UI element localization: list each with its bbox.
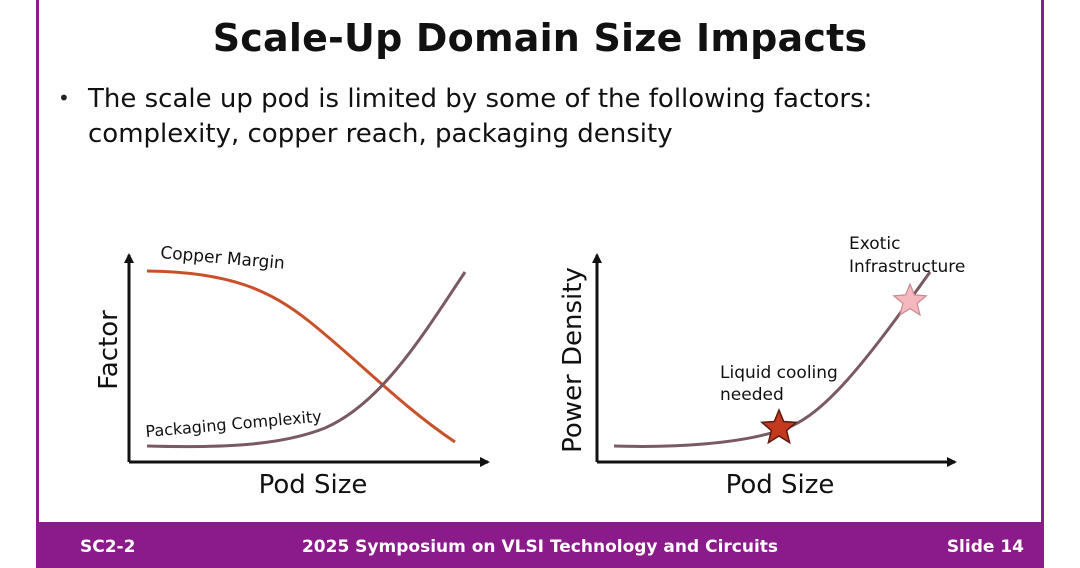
packaging-complexity-curve bbox=[146, 271, 467, 449]
exotic-infrastructure-label-line2: Infrastructure bbox=[849, 257, 965, 277]
footer-slide-number: Slide 14 bbox=[946, 537, 1024, 557]
right-y-axis-label: Power Density bbox=[558, 267, 588, 453]
bullet-text: The scale up pod is limited by some of t… bbox=[88, 84, 873, 149]
power-density-curve bbox=[613, 271, 932, 448]
left-y-axis-label: Factor bbox=[94, 310, 124, 390]
copper-margin-curve bbox=[146, 269, 456, 444]
exotic-infrastructure-label-line1: Exotic bbox=[849, 234, 900, 254]
left-chart: Copper Margin Packaging Complexity Facto… bbox=[94, 243, 490, 500]
footer-conference: 2025 Symposium on VLSI Technology and Ci… bbox=[301, 537, 779, 557]
slide-title: Scale-Up Domain Size Impacts bbox=[212, 16, 868, 60]
liquid-cooling-label-line1: Liquid cooling bbox=[720, 363, 838, 383]
left-x-axis-label: Pod Size bbox=[259, 470, 368, 500]
footer-session-id: SC2-2 bbox=[80, 537, 136, 557]
footer-bar: 2025 Symposium on VLSI Technology and Ci… bbox=[36, 522, 1044, 568]
slide-frame-right bbox=[1041, 0, 1044, 522]
slide-frame-left bbox=[36, 0, 39, 522]
liquid-cooling-label-line2: needed bbox=[720, 385, 784, 405]
copper-margin-label: Copper Margin bbox=[160, 243, 286, 274]
right-x-axis-label: Pod Size bbox=[726, 470, 835, 500]
bullet-dot-icon: • bbox=[58, 86, 70, 110]
exotic-infrastructure-star-icon bbox=[892, 282, 928, 317]
right-chart: Liquid cooling needed Exotic Infrastruct… bbox=[558, 234, 965, 500]
liquid-cooling-star-icon bbox=[760, 408, 798, 445]
diagrams: Copper Margin Packaging Complexity Facto… bbox=[94, 234, 965, 500]
